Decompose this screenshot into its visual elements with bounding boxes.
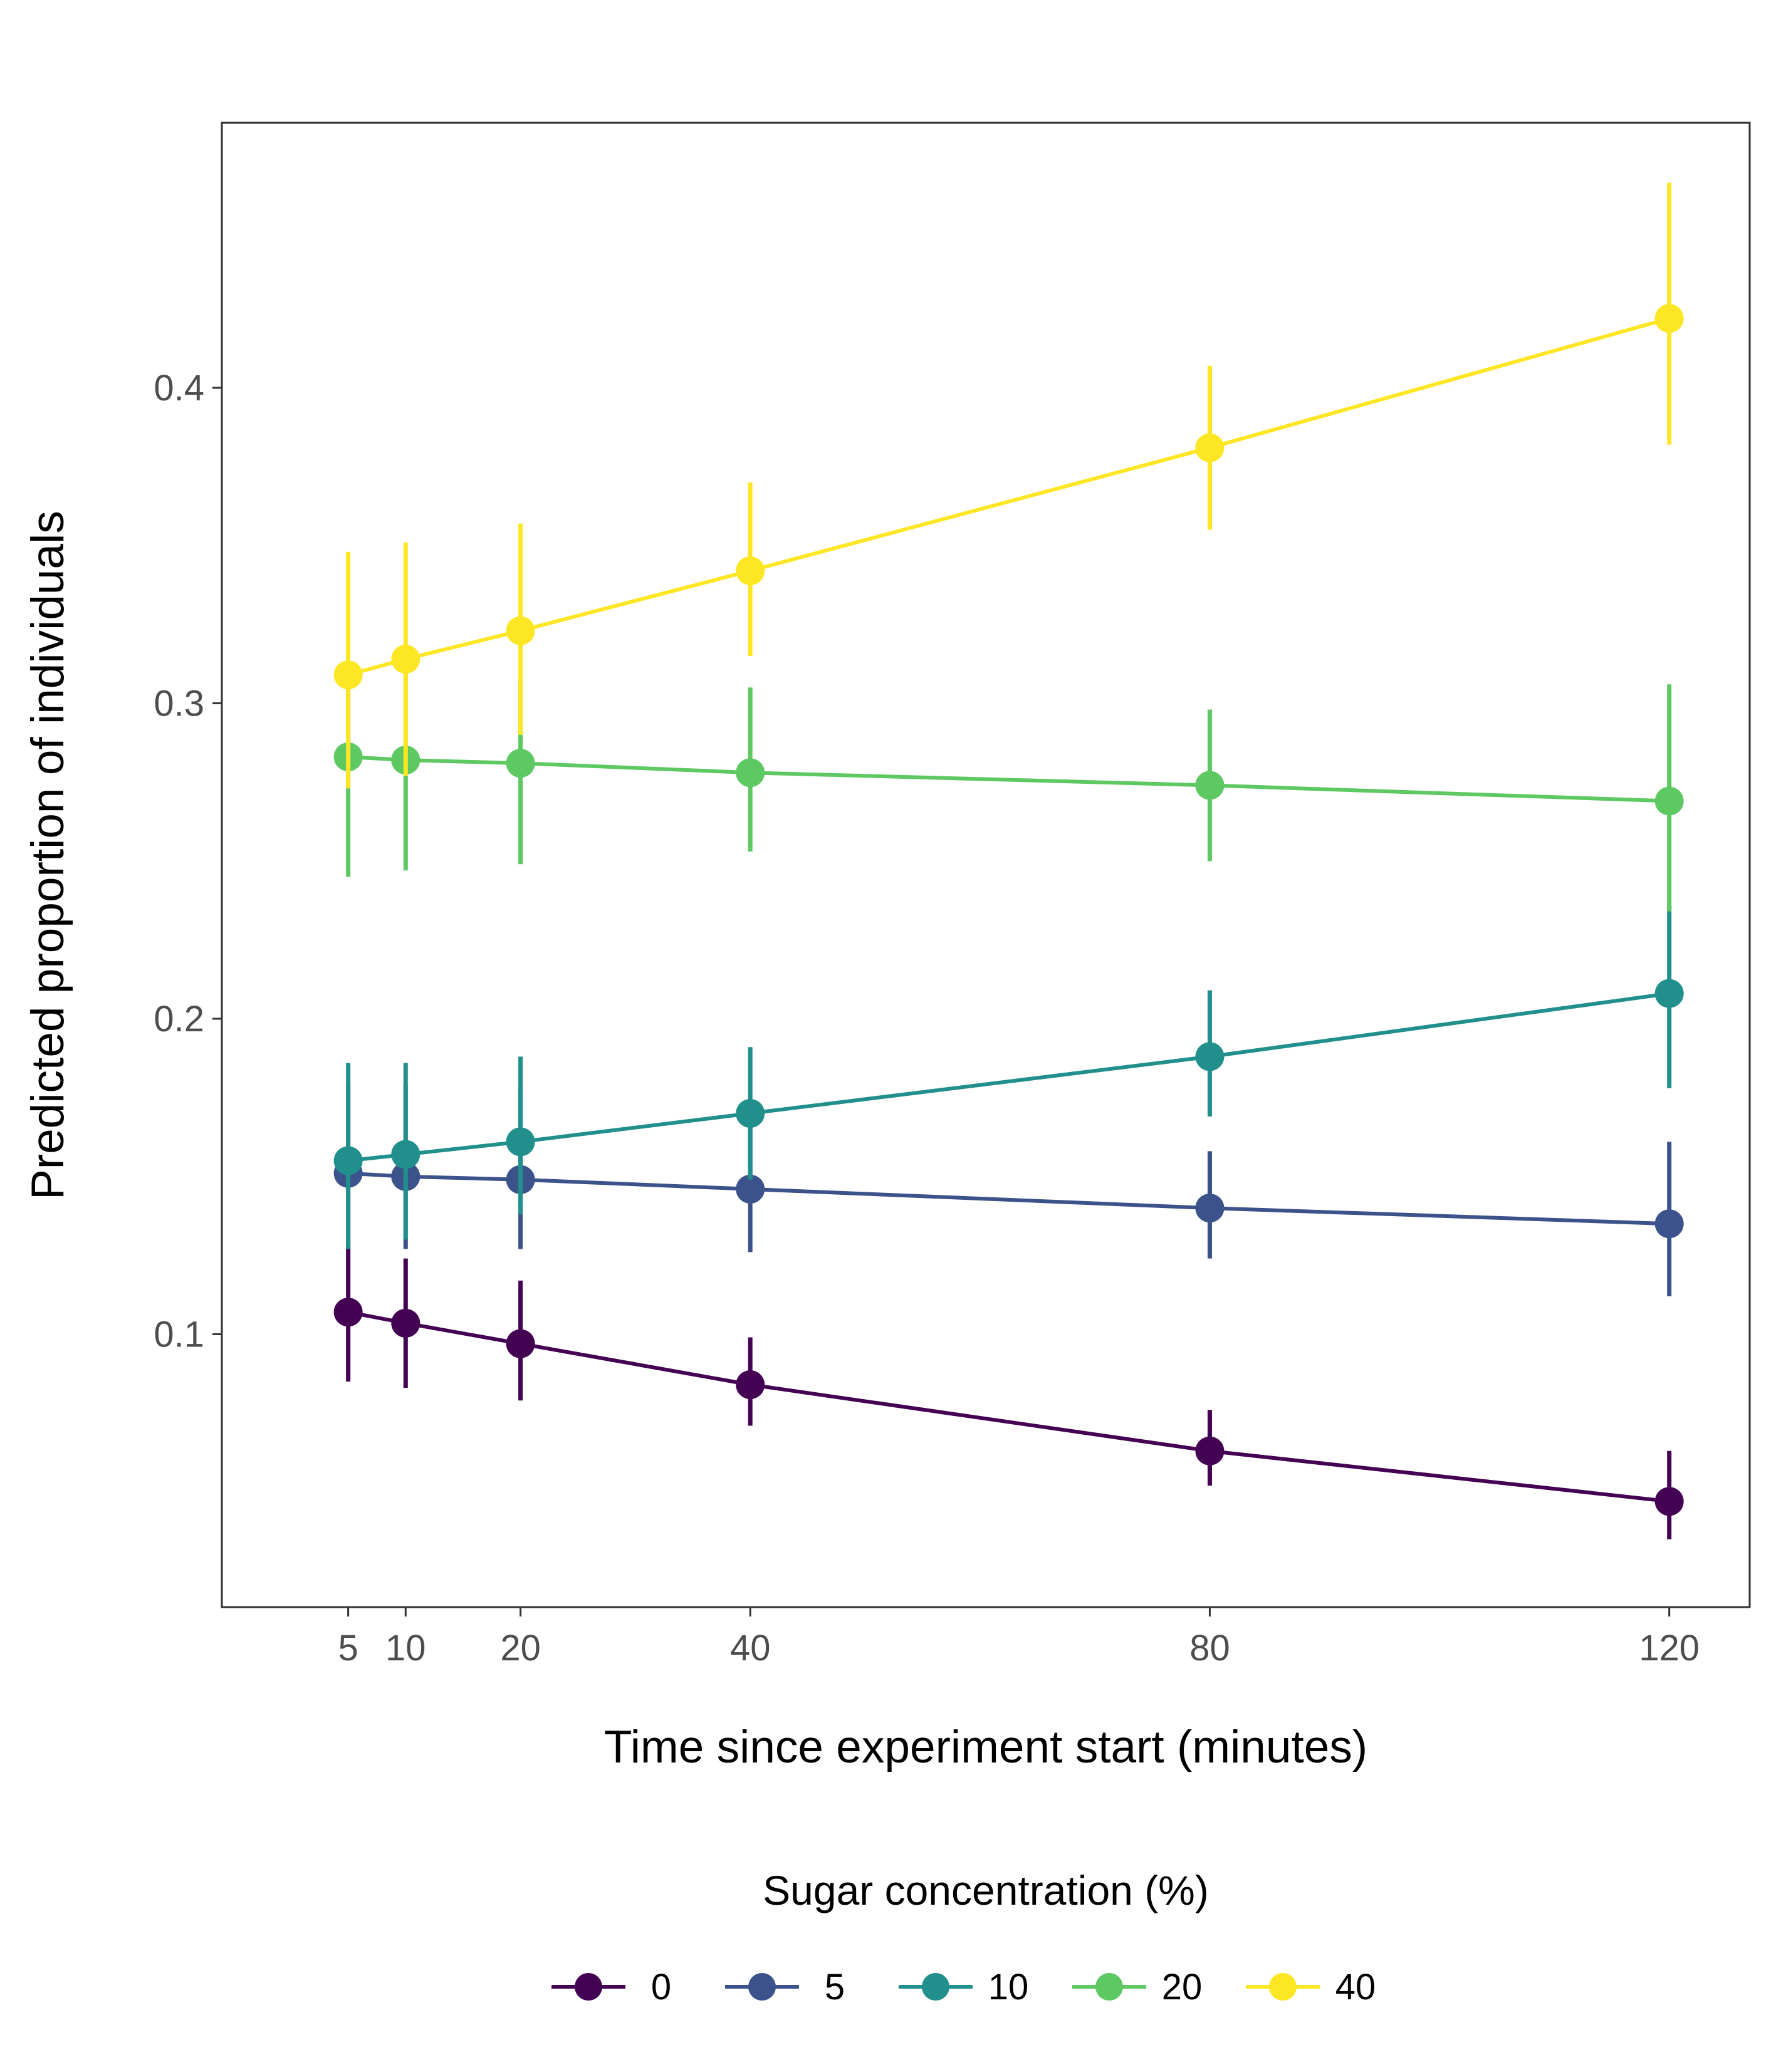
data-point (391, 1308, 420, 1338)
y-tick-label: 0.1 (154, 1314, 204, 1355)
legend-label: 5 (825, 1967, 845, 2007)
legend-key-point (575, 1973, 602, 2001)
data-point (506, 616, 535, 645)
data-point (736, 1099, 765, 1128)
data-point (333, 1298, 363, 1327)
legend-label: 0 (651, 1967, 671, 2007)
y-axis-title: Predicted proportion of individuals (23, 511, 73, 1200)
data-point (1195, 1042, 1225, 1071)
y-tick-label: 0.2 (154, 999, 204, 1039)
legend-item-40: 40 (1246, 1967, 1376, 2007)
data-point (506, 1329, 535, 1358)
data-point (1195, 433, 1225, 462)
legend-key-point (1095, 1973, 1123, 2001)
x-axis: 5 10 20 40 80 120 (338, 1607, 1700, 1669)
data-point (1195, 771, 1225, 800)
data-point (391, 644, 420, 674)
x-tick-label: 5 (338, 1628, 358, 1669)
data-point (333, 660, 363, 690)
legend-item-5: 5 (725, 1967, 845, 2007)
data-point (736, 1370, 765, 1400)
data-point (736, 556, 765, 585)
data-point (1654, 979, 1684, 1008)
legend-key-point (1269, 1973, 1297, 2001)
y-tick-label: 0.3 (154, 683, 204, 724)
series-40 (333, 182, 1684, 789)
series-0 (333, 1246, 1684, 1539)
data-point (506, 1127, 535, 1157)
legend: Sugar concentration (%) 0 5 10 20 40 (551, 1867, 1376, 2007)
data-point (1654, 786, 1684, 816)
x-tick-label: 120 (1639, 1628, 1700, 1669)
data-point (736, 758, 765, 788)
data-point (1654, 1209, 1684, 1239)
data-point (391, 1140, 420, 1169)
data-point (736, 1174, 765, 1204)
x-tick-label: 10 (385, 1628, 426, 1669)
legend-item-0: 0 (551, 1967, 671, 2007)
legend-key-point (922, 1973, 949, 2001)
y-axis: 0.1 0.2 0.3 0.4 (154, 368, 222, 1355)
legend-label: 20 (1162, 1967, 1203, 2007)
data-point (506, 749, 535, 778)
panel-border (221, 122, 1751, 1608)
legend-item-10: 10 (899, 1967, 1028, 2007)
y-tick-label: 0.4 (154, 368, 204, 409)
plot-panel (221, 122, 1751, 1608)
legend-label: 10 (988, 1967, 1029, 2007)
x-tick-label: 40 (730, 1628, 771, 1669)
data-point (1195, 1436, 1225, 1465)
legend-key-point (748, 1973, 776, 2001)
data-point (1654, 1487, 1684, 1516)
x-tick-label: 80 (1189, 1628, 1230, 1669)
x-axis-title: Time since experiment start (minutes) (604, 1722, 1367, 1773)
data-point (333, 1146, 363, 1175)
x-tick-label: 20 (500, 1628, 541, 1669)
legend-title: Sugar concentration (%) (763, 1867, 1209, 1913)
data-point (1195, 1194, 1225, 1223)
data-point (1654, 304, 1684, 333)
legend-item-20: 20 (1072, 1967, 1202, 2007)
series-10 (333, 905, 1684, 1249)
legend-label: 40 (1335, 1967, 1376, 2007)
